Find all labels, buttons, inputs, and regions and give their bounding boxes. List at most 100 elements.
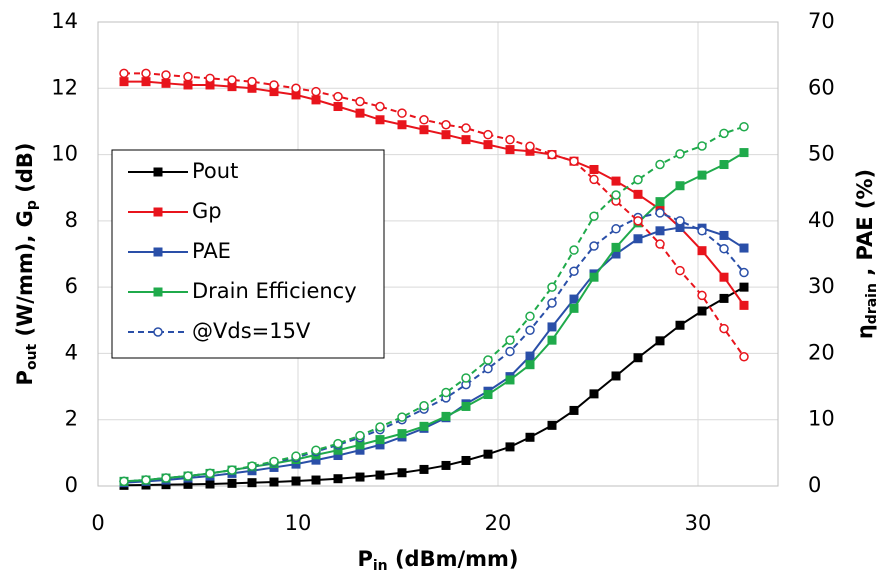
point	[291, 90, 301, 100]
point	[355, 445, 365, 455]
y2-tick-label: 0	[808, 473, 821, 497]
point	[525, 146, 535, 156]
point	[675, 149, 685, 159]
legend-marker	[153, 327, 163, 337]
x-tick-label: 0	[91, 511, 104, 535]
point	[483, 449, 493, 459]
point	[397, 120, 407, 130]
point	[311, 445, 321, 455]
y-axis-label-part: (dB)	[13, 143, 37, 201]
point	[397, 429, 407, 439]
y-tick-label: 12	[51, 75, 78, 99]
y-tick-label: 10	[51, 142, 78, 166]
point	[311, 86, 321, 97]
point	[739, 243, 749, 253]
point	[675, 320, 685, 330]
point	[505, 134, 515, 145]
y-axis-label: Pout (W/mm), Gp (dB)	[13, 143, 40, 386]
point	[739, 282, 749, 292]
y-tick-label: 14	[51, 9, 78, 33]
x-axis-label-part: in	[373, 558, 388, 574]
point	[589, 272, 599, 282]
point	[483, 129, 493, 140]
point	[719, 243, 729, 254]
point	[141, 77, 151, 87]
point	[547, 149, 557, 160]
point	[525, 432, 535, 442]
point	[655, 197, 665, 207]
point	[655, 336, 665, 346]
point	[461, 455, 471, 465]
point	[739, 300, 749, 310]
point	[483, 363, 493, 374]
y2-tick-label: 20	[808, 340, 835, 364]
point	[247, 478, 257, 488]
point	[419, 125, 429, 135]
point	[375, 435, 385, 445]
point	[719, 293, 729, 303]
point	[525, 325, 535, 335]
point	[719, 128, 729, 139]
point	[247, 461, 257, 471]
point	[161, 78, 171, 88]
point	[397, 108, 407, 118]
y2-axis-label-part: drain	[864, 283, 880, 324]
point	[311, 455, 321, 465]
point	[739, 148, 749, 158]
point	[675, 265, 685, 276]
point	[589, 389, 599, 399]
point	[227, 465, 237, 475]
y-axis-label-part: p	[24, 200, 40, 210]
point	[333, 91, 343, 102]
point	[483, 390, 493, 400]
point	[291, 83, 301, 94]
point	[547, 282, 557, 292]
point	[697, 170, 707, 180]
point	[589, 174, 599, 185]
y2-tick-label: 60	[808, 75, 835, 99]
point	[675, 222, 685, 232]
point	[441, 411, 451, 421]
point	[291, 459, 301, 469]
point	[569, 266, 579, 276]
point	[161, 480, 171, 490]
point	[633, 353, 643, 363]
point	[269, 477, 279, 487]
point	[697, 290, 707, 301]
point	[589, 211, 599, 221]
point	[739, 267, 749, 278]
point	[227, 82, 237, 92]
point	[525, 311, 535, 322]
point	[205, 468, 215, 479]
y-tick-label: 6	[65, 274, 78, 298]
y-axis-label-part: out	[24, 343, 40, 370]
point	[269, 456, 279, 467]
legend-label: @Vds=15V	[192, 319, 311, 343]
point	[419, 464, 429, 474]
point	[161, 473, 171, 483]
point	[505, 375, 515, 385]
point	[547, 322, 557, 332]
point	[375, 470, 385, 480]
point	[333, 474, 343, 484]
point	[547, 298, 557, 308]
point	[483, 140, 493, 150]
point	[675, 181, 685, 191]
point	[461, 135, 471, 145]
legend-label: Pout	[192, 159, 238, 183]
point	[739, 351, 749, 362]
point	[569, 294, 579, 304]
point	[569, 245, 579, 255]
point	[291, 476, 301, 486]
point	[247, 76, 257, 87]
point	[355, 430, 365, 441]
point	[397, 412, 407, 422]
point	[397, 468, 407, 478]
legend-label: Gp	[192, 199, 222, 223]
point	[441, 119, 451, 130]
point	[461, 373, 471, 383]
y2-tick-label: 40	[808, 208, 835, 232]
point	[547, 420, 557, 430]
point	[119, 77, 129, 87]
point	[719, 323, 729, 334]
